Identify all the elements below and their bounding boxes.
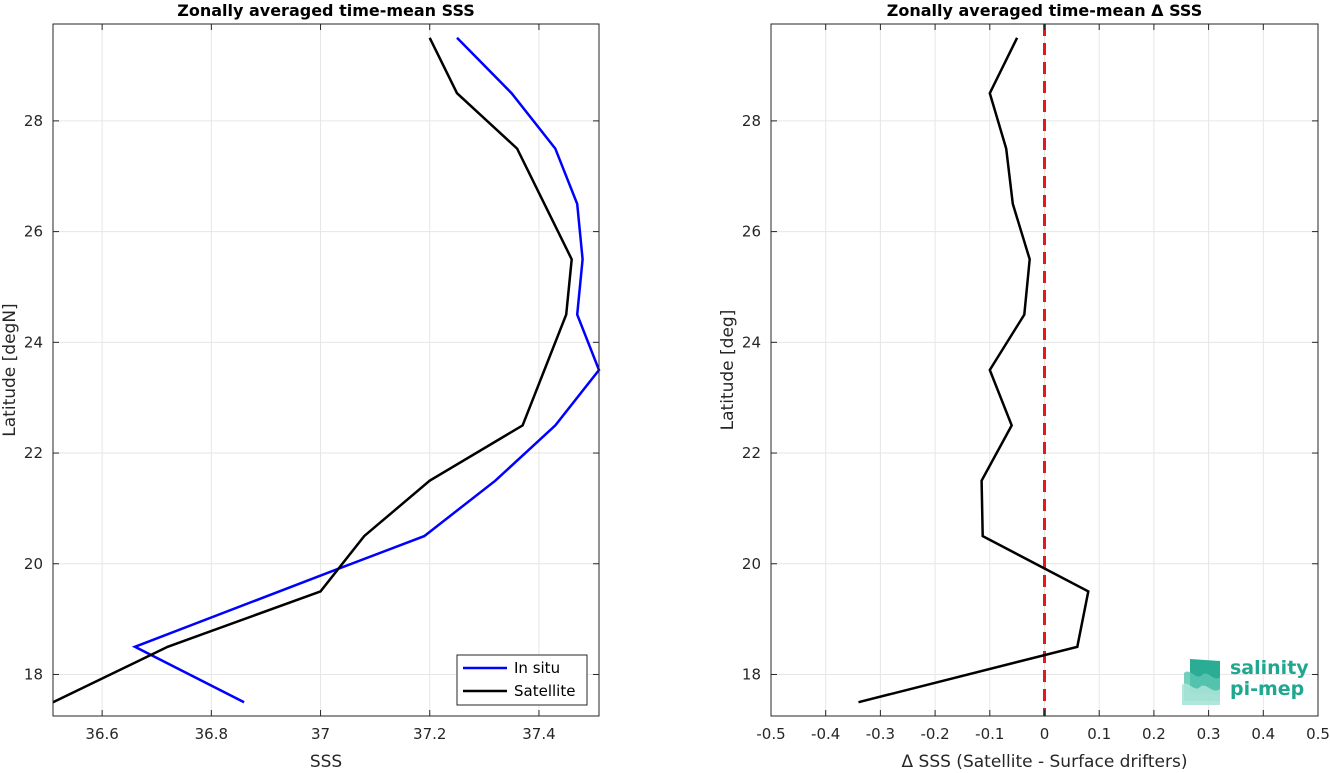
logo-text-pi-mep: pi-mep	[1230, 678, 1305, 700]
wave-logo-icon	[1182, 659, 1220, 705]
y-tick-label: 26	[24, 223, 43, 241]
sss-panel: 36.6 36.8 37 37.2 37.4 18 20 22 24 26 28 Zonally av…	[0, 1, 601, 772]
salinity-pi-mep-logo: salinity pi-mep	[1180, 655, 1310, 707]
legend-label: Satellite	[514, 682, 575, 700]
axes-box	[52, 23, 600, 717]
x-tick-label: 0.4	[1251, 725, 1275, 743]
y-tick-label: 18	[742, 665, 761, 683]
y-tick-label: 24	[24, 333, 43, 351]
x-tick-label: 37.4	[522, 725, 555, 743]
chart-title: Zonally averaged time-mean Δ SSS	[887, 1, 1203, 20]
x-tick-label: 0.2	[1142, 725, 1166, 743]
x-tick-label: 0.5	[1306, 725, 1330, 743]
legend-label: In situ	[514, 659, 560, 677]
y-tick-label: 28	[742, 112, 761, 130]
x-tick-label: -0.5	[756, 725, 785, 743]
logo-text-salinity: salinity	[1230, 657, 1309, 679]
plot-area	[53, 24, 599, 716]
x-tick-label: -0.3	[866, 725, 895, 743]
x-tick-label: -0.2	[920, 725, 949, 743]
x-tick-label: -0.1	[975, 725, 1004, 743]
x-tick-label: 0	[1040, 725, 1050, 743]
y-tick-label: 28	[24, 112, 43, 130]
series-line-satellite	[52, 37, 573, 704]
y-tick-label: 22	[24, 444, 43, 462]
y-tick-label: 20	[24, 555, 43, 573]
x-axis-label: Δ SSS (Satellite - Surface drifters)	[902, 752, 1188, 769]
x-tick-label: 0.3	[1197, 725, 1221, 743]
y-tick-label: 20	[742, 555, 761, 573]
legend-box	[456, 654, 588, 706]
y-tick-label: 26	[742, 223, 761, 241]
chart-title: Zonally averaged time-mean SSS	[177, 1, 475, 20]
x-tick-label: 37.2	[413, 725, 446, 743]
x-tick-label: 36.8	[195, 725, 228, 743]
y-tick-label: 22	[742, 444, 761, 462]
x-tick-label: 0.1	[1087, 725, 1111, 743]
x-tick-label: 37	[311, 725, 330, 743]
y-tick-label: 24	[742, 333, 761, 351]
y-tick-label: 18	[24, 665, 43, 683]
y-axis-label: Latitude [degN]	[0, 303, 20, 436]
y-axis-label: Latitude [deg]	[718, 310, 738, 431]
x-tick-label: 36.6	[85, 725, 118, 743]
delta-sss-panel: -0.5 -0.4 -0.3 -0.2 -0.1 0 0.1 0.2 0.3 0.4 0.5 18 20…	[718, 1, 1330, 772]
series-line-delta-sss	[858, 37, 1090, 704]
x-tick-label: -0.4	[811, 725, 840, 743]
x-axis-label: SSS	[310, 752, 342, 769]
